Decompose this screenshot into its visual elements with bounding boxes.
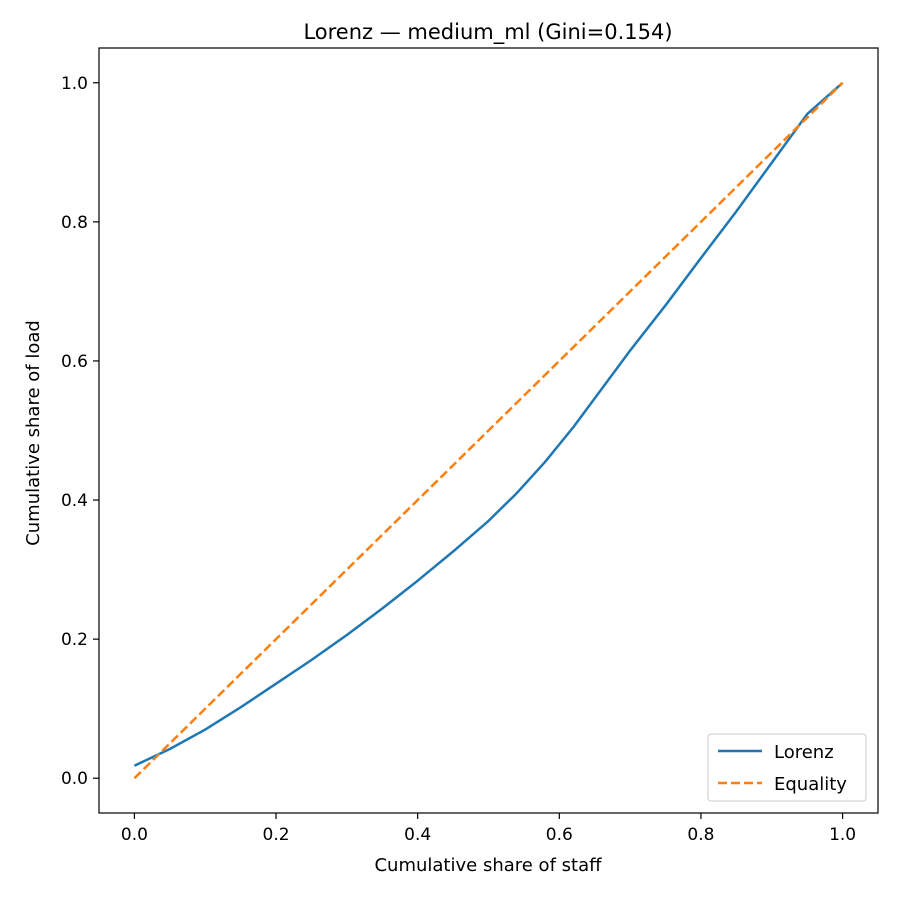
x-axis-label: Cumulative share of staff xyxy=(374,855,602,876)
y-tick-label: 0.6 xyxy=(61,352,88,372)
legend-label-equality: Equality xyxy=(774,774,847,795)
series-line-lorenz xyxy=(133,81,844,767)
y-tick-label: 1.0 xyxy=(61,74,88,94)
legend: Lorenz Equality xyxy=(707,733,867,802)
plot-frame xyxy=(98,47,879,814)
y-tick-label: 0.2 xyxy=(61,630,88,650)
x-tick-label: 1.0 xyxy=(829,825,856,845)
y-axis-label: Cumulative share of load xyxy=(23,320,44,546)
plot-area: 0.0 0.2 0.4 0.6 0.8 1.0 0.0 0.2 0.4 0.6 0.8 1.0 xyxy=(61,47,879,845)
x-tick-label: 0.8 xyxy=(687,825,714,845)
x-tick-label: 0.6 xyxy=(546,825,573,845)
legend-label-lorenz: Lorenz xyxy=(774,742,834,763)
chart-title: Lorenz — medium_ml (Gini=0.154) xyxy=(303,20,672,45)
y-tick-label: 0.0 xyxy=(61,769,88,789)
x-tick-label: 0.0 xyxy=(121,825,148,845)
series-line-equality xyxy=(133,81,844,780)
y-tick-label: 0.4 xyxy=(61,491,88,511)
x-tick-label: 0.2 xyxy=(263,825,290,845)
x-tick-label: 0.4 xyxy=(404,825,431,845)
y-tick-label: 0.8 xyxy=(61,213,88,233)
